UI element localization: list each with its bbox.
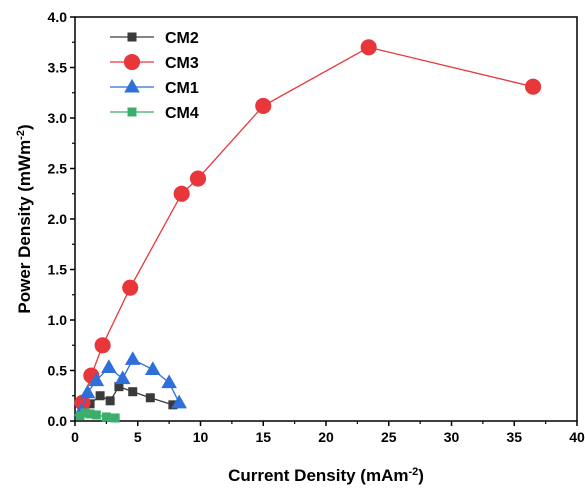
series-layer [73, 39, 542, 423]
x-tick-label: 5 [134, 429, 142, 445]
data-point-cm1 [88, 372, 105, 387]
x-tick-label: 30 [444, 429, 460, 445]
y-tick-label: 1.5 [48, 262, 68, 278]
y-tick-label: 2.0 [48, 211, 68, 227]
legend-label: CM2 [165, 30, 199, 47]
data-point-cm1 [114, 370, 131, 385]
legend-marker [124, 78, 140, 93]
data-point-cm1 [79, 384, 96, 399]
data-point-cm4 [80, 408, 90, 418]
legend-item-cm1: CM1 [110, 78, 199, 97]
plot-frame [74, 16, 578, 422]
legend-label: CM1 [165, 80, 199, 97]
y-tick-label: 4.0 [48, 9, 68, 25]
y-tick-label: 0.5 [48, 363, 68, 379]
legend-item-cm2: CM2 [110, 30, 199, 47]
x-tick-label: 10 [193, 429, 209, 445]
legend-label: CM4 [165, 105, 199, 122]
data-point-cm2 [105, 396, 115, 406]
data-point-cm3 [360, 39, 377, 56]
data-point-cm2 [95, 391, 105, 401]
y-tick-label: 3.5 [48, 60, 68, 76]
legend: CM2 CM3 CM1 CM4 [110, 30, 199, 122]
y-tick-label: 0.0 [48, 413, 68, 429]
data-point-cm3 [122, 279, 139, 296]
data-point-cm2 [128, 387, 138, 397]
data-point-cm1 [101, 359, 117, 374]
legend-item-cm4: CM4 [110, 105, 199, 122]
data-point-cm3 [173, 185, 190, 202]
legend-marker [123, 53, 141, 71]
x-tick-label: 0 [71, 429, 79, 445]
x-tick-label: 40 [569, 429, 585, 445]
legend-label: CM3 [165, 55, 199, 72]
x-tick-label: 15 [255, 429, 271, 445]
x-tick-label: 25 [381, 429, 397, 445]
series-cm1 [73, 351, 187, 417]
y-axis-title: Power Density (mWm-2) [15, 124, 34, 313]
data-point-cm3 [255, 97, 272, 114]
data-point-cm1 [145, 361, 161, 376]
data-point-cm2 [114, 382, 124, 392]
data-point-cm4 [85, 409, 95, 419]
axes: 0 5 10 15 20 25 30 35 40 0.0 0.5 1.0 1.5 2.0 2.5 3.0 3.5… [48, 9, 585, 445]
legend-item-cm3: CM3 [110, 53, 199, 72]
x-tick-label: 35 [506, 429, 522, 445]
data-point-cm1 [161, 374, 177, 389]
data-point-cm3 [94, 337, 111, 354]
y-tick-label: 2.5 [48, 161, 68, 177]
series-line-cm3 [81, 46, 534, 404]
legend-marker [127, 107, 137, 117]
data-point-cm4 [101, 412, 111, 422]
data-point-cm3 [74, 394, 91, 411]
series-cm3 [74, 39, 542, 411]
legend-marker [127, 32, 137, 42]
data-point-cm3 [525, 78, 542, 95]
y-tick-label: 3.0 [48, 110, 68, 126]
data-point-cm2 [145, 393, 155, 403]
data-point-cm4 [110, 413, 120, 423]
data-point-cm1 [171, 394, 187, 409]
y-tick-label: 1.0 [48, 312, 68, 328]
data-point-cm4 [75, 411, 85, 421]
data-point-cm2 [168, 400, 178, 410]
data-point-cm1 [124, 351, 141, 365]
series-cm4 [75, 408, 120, 423]
data-point-cm4 [91, 410, 101, 420]
data-point-cm3 [189, 170, 207, 187]
x-axis-title: Current Density (mAm-2) [228, 466, 424, 485]
x-tick-label: 20 [318, 429, 334, 445]
